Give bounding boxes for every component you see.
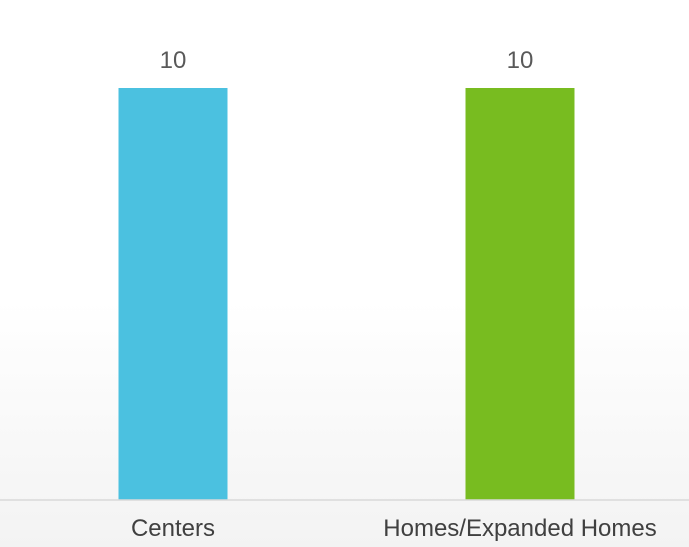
data-label-1: 10 (507, 47, 534, 74)
x-tick-label-1: Homes/Expanded Homes (383, 515, 656, 542)
bar-0 (118, 88, 228, 500)
data-label-0: 10 (160, 47, 187, 74)
bars-layer (118, 88, 575, 500)
x-tick-label-0: Centers (131, 515, 215, 542)
labels-layer: 10 10 (160, 47, 534, 74)
x-tick-labels: Centers Homes/Expanded Homes (131, 515, 657, 542)
bar-1 (465, 88, 575, 500)
